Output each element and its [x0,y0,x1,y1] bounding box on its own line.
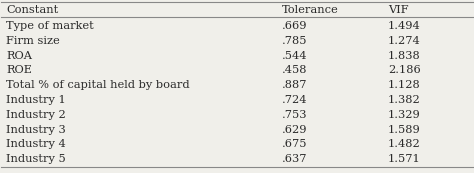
Text: Type of market: Type of market [6,21,94,31]
Text: .724: .724 [282,95,307,105]
Text: .887: .887 [282,80,307,90]
Text: .458: .458 [282,65,307,75]
Text: .544: .544 [282,51,307,61]
Text: Industry 1: Industry 1 [6,95,66,105]
Text: .675: .675 [282,139,307,149]
Text: Industry 3: Industry 3 [6,125,66,135]
Text: .753: .753 [282,110,307,120]
Text: 1.494: 1.494 [388,21,420,31]
Text: 1.838: 1.838 [388,51,420,61]
Text: ROE: ROE [6,65,32,75]
Text: 1.589: 1.589 [388,125,420,135]
Text: .669: .669 [282,21,307,31]
Text: Firm size: Firm size [6,36,60,46]
Text: 1.128: 1.128 [388,80,420,90]
Text: 1.571: 1.571 [388,154,420,164]
Text: 1.329: 1.329 [388,110,420,120]
Text: Industry 4: Industry 4 [6,139,66,149]
Text: Tolerance: Tolerance [282,5,338,15]
Text: 1.274: 1.274 [388,36,420,46]
Text: .785: .785 [282,36,307,46]
Text: ROA: ROA [6,51,32,61]
Text: Industry 5: Industry 5 [6,154,66,164]
Text: 2.186: 2.186 [388,65,420,75]
Text: Industry 2: Industry 2 [6,110,66,120]
Text: VIF: VIF [388,5,409,15]
Text: Total % of capital held by board: Total % of capital held by board [6,80,190,90]
Text: 1.382: 1.382 [388,95,420,105]
Text: .629: .629 [282,125,307,135]
Text: Constant: Constant [6,5,58,15]
Text: .637: .637 [282,154,307,164]
Text: 1.482: 1.482 [388,139,420,149]
